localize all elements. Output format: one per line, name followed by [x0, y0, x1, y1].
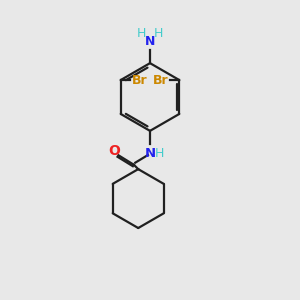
- Text: N: N: [145, 35, 155, 48]
- Text: N: N: [144, 147, 156, 160]
- Text: O: O: [108, 144, 120, 158]
- Text: Br: Br: [132, 74, 148, 87]
- Text: H: H: [155, 147, 164, 160]
- Text: H: H: [154, 28, 163, 40]
- Text: H: H: [137, 28, 146, 40]
- Text: Br: Br: [152, 74, 168, 87]
